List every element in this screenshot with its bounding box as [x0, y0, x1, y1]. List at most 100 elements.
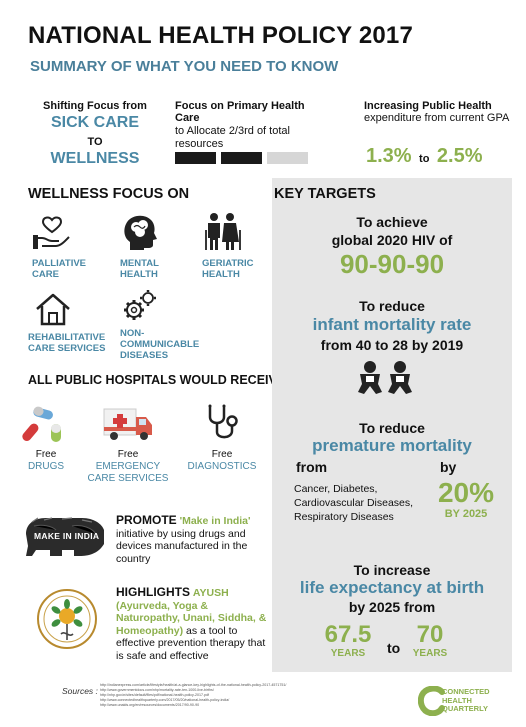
brand-line2: HEALTH	[442, 695, 472, 705]
make-in-india-logo: MAKE IN INDIA	[22, 514, 108, 560]
infant-line3: from 40 to 28 by 2019	[320, 337, 464, 353]
expenditure-title: Increasing Public Health	[364, 100, 492, 112]
promote-highlight: 'Make in India'	[179, 515, 251, 527]
wellness-label-rehab: REHABILITATIVE CARE SERVICES	[28, 332, 106, 354]
wellness-heading: WELLNESS FOCUS ON	[28, 186, 190, 202]
brand-line3: QUARTERLY	[442, 704, 488, 713]
shift-focus-intro: Shifting Focus from	[43, 100, 147, 112]
emergency-free: Free	[117, 449, 139, 460]
life-line3: by 2025 from	[348, 599, 436, 615]
primary-care-block: Focus on Primary Health Care to Allocate…	[175, 100, 325, 151]
premature-value-block: 20% BY 2025	[428, 477, 504, 521]
expenditure-values: 1.3% to 2.5%	[366, 145, 482, 168]
expenditure-to-word: to	[419, 153, 430, 165]
gears-icon	[124, 290, 156, 320]
source-link[interactable]: http://indianexpress.com/article/lifesty…	[100, 683, 287, 687]
key-targets-panel	[272, 178, 512, 672]
source-link[interactable]: http://www.connectedhealthquarterly.com/…	[100, 698, 230, 702]
source-link[interactable]: http://www.governmentdocs.com/nhp/mortal…	[100, 688, 214, 692]
wellness-item-geriatric: GERIATRIC HEALTH	[202, 212, 272, 280]
ayush-logo	[36, 588, 98, 650]
sick-care-label: SICK CARE	[50, 114, 139, 131]
key-targets-heading: KEY TARGETS	[274, 186, 376, 202]
head-brain-icon	[124, 215, 157, 250]
expenditure-text: expenditure from current GPA	[364, 112, 510, 124]
ambulance-icon	[103, 408, 152, 440]
wellness-item-ncd: NON-COMMUNICABLE DISEASES	[120, 288, 210, 361]
infant-line1: To reduce	[359, 298, 425, 314]
expenditure-from: 1.3%	[366, 145, 412, 167]
drugs-free: Free	[35, 449, 57, 460]
diagnostics-free: Free	[211, 449, 233, 460]
promote-bold: PROMOTE	[116, 513, 177, 527]
wellness-label-geriatric: GERIATRIC HEALTH	[202, 258, 254, 280]
sources-list: http://indianexpress.com/article/lifesty…	[100, 683, 400, 708]
highlights-highlight: AYUSH (Ayurveda, Yoga & Naturopathy, Una…	[116, 587, 267, 637]
premature-line1: To reduce	[359, 420, 425, 436]
page-subtitle: SUMMARY OF WHAT YOU NEED TO KNOW	[30, 58, 339, 75]
promote-text: PROMOTE 'Make in India' initiative by us…	[116, 514, 268, 565]
wellness-label-palliative: PALLIATIVE CARE	[32, 258, 87, 280]
wellness-label: WELLNESS	[50, 150, 140, 167]
promote-rest: initiative by using drugs and devices ma…	[116, 527, 248, 565]
progress-segment	[175, 152, 216, 164]
hospital-item-drugs: Free DRUGS	[22, 403, 70, 473]
life-line2: life expectancy at birth	[299, 578, 485, 597]
hospital-item-emergency: Free EMERGENCY CARE SERVICES	[82, 403, 174, 485]
brand-c-icon	[418, 686, 445, 716]
disease-line: Cancer, Diabetes,	[294, 483, 378, 495]
page-title: NATIONAL HEALTH POLICY 2017	[28, 22, 414, 49]
life-from-value: 67.5	[324, 621, 372, 648]
to-label: TO	[87, 136, 103, 148]
brand-logo: CONNECTED HEALTH QUARTERLY	[418, 686, 518, 718]
premature-from: from	[296, 459, 328, 475]
expenditure-to: 2.5%	[436, 145, 483, 167]
source-link[interactable]: http://www.unaids.org/en/resources/docum…	[100, 703, 200, 707]
premature-diseases: Cancer, Diabetes, Cardiovascular Disease…	[294, 482, 434, 524]
shift-focus-block: Shifting Focus from SICK CARE TO WELLNES…	[30, 100, 160, 168]
primary-care-title: Focus on Primary Health Care	[175, 100, 305, 124]
hiv-line2: global 2020 HIV of	[331, 232, 453, 248]
wellness-label-mental: MENTAL HEALTH	[120, 258, 159, 280]
wellness-label-ncd: NON-COMMUNICABLE DISEASES	[120, 328, 200, 361]
premature-value: 20%	[437, 477, 495, 508]
hand-heart-icon	[33, 216, 70, 249]
progress-segment	[221, 152, 262, 164]
house-icon	[36, 293, 70, 326]
life-to-word: to	[387, 640, 401, 656]
stethoscope-icon	[208, 404, 238, 439]
premature-line2: premature mortality	[312, 436, 472, 455]
pills-icon	[22, 406, 61, 442]
hospital-item-diagnostics: Free DIAGNOSTICS	[186, 403, 258, 473]
wellness-item-palliative: PALLIATIVE CARE	[32, 212, 102, 280]
primary-care-progress	[175, 152, 308, 164]
target-hiv: To achieve global 2020 HIV of 90-90-90	[272, 214, 512, 280]
drugs-label: DRUGS	[27, 461, 65, 472]
babies-icon	[356, 360, 416, 396]
hiv-value: 90-90-90	[339, 249, 445, 279]
brand-line1: CONNECTED	[442, 687, 490, 696]
hospitals-heading: ALL PUBLIC HOSPITALS WOULD RECEIVE	[28, 373, 286, 387]
source-link[interactable]: http://nhp.gov.in/sites/default/files/pd…	[100, 693, 210, 697]
life-from-block: 67.5 YEARS	[318, 621, 378, 660]
premature-year: BY 2025	[444, 508, 488, 520]
expenditure-block: Increasing Public Health expenditure fro…	[364, 100, 514, 125]
target-infant: To reduce infant mortality rate from 40 …	[272, 298, 512, 353]
highlights-bold: HIGHLIGHTS	[116, 585, 190, 599]
life-from-unit: YEARS	[330, 648, 366, 659]
sources-label: Sources :	[62, 686, 98, 696]
target-premature: To reduce premature mortality	[272, 420, 512, 456]
wellness-item-mental: MENTAL HEALTH	[120, 212, 190, 280]
infant-line2: infant mortality rate	[312, 315, 472, 334]
life-to-unit: YEARS	[412, 648, 448, 659]
highlights-rest: as a tool to effective prevention therap…	[116, 624, 266, 662]
disease-line: Cardiovascular Diseases,	[294, 497, 414, 509]
premature-by: by	[440, 459, 457, 475]
emergency-label: EMERGENCY CARE SERVICES	[87, 461, 169, 484]
progress-segment	[267, 152, 308, 164]
highlights-text: HIGHLIGHTS AYUSH (Ayurveda, Yoga & Natur…	[116, 586, 268, 662]
life-line1: To increase	[353, 562, 431, 578]
primary-care-text: to Allocate 2/3rd of total resources	[175, 125, 290, 150]
target-life: To increase life expectancy at birth by …	[272, 562, 512, 615]
make-in-india-logo-text: MAKE IN INDIA	[34, 531, 100, 541]
